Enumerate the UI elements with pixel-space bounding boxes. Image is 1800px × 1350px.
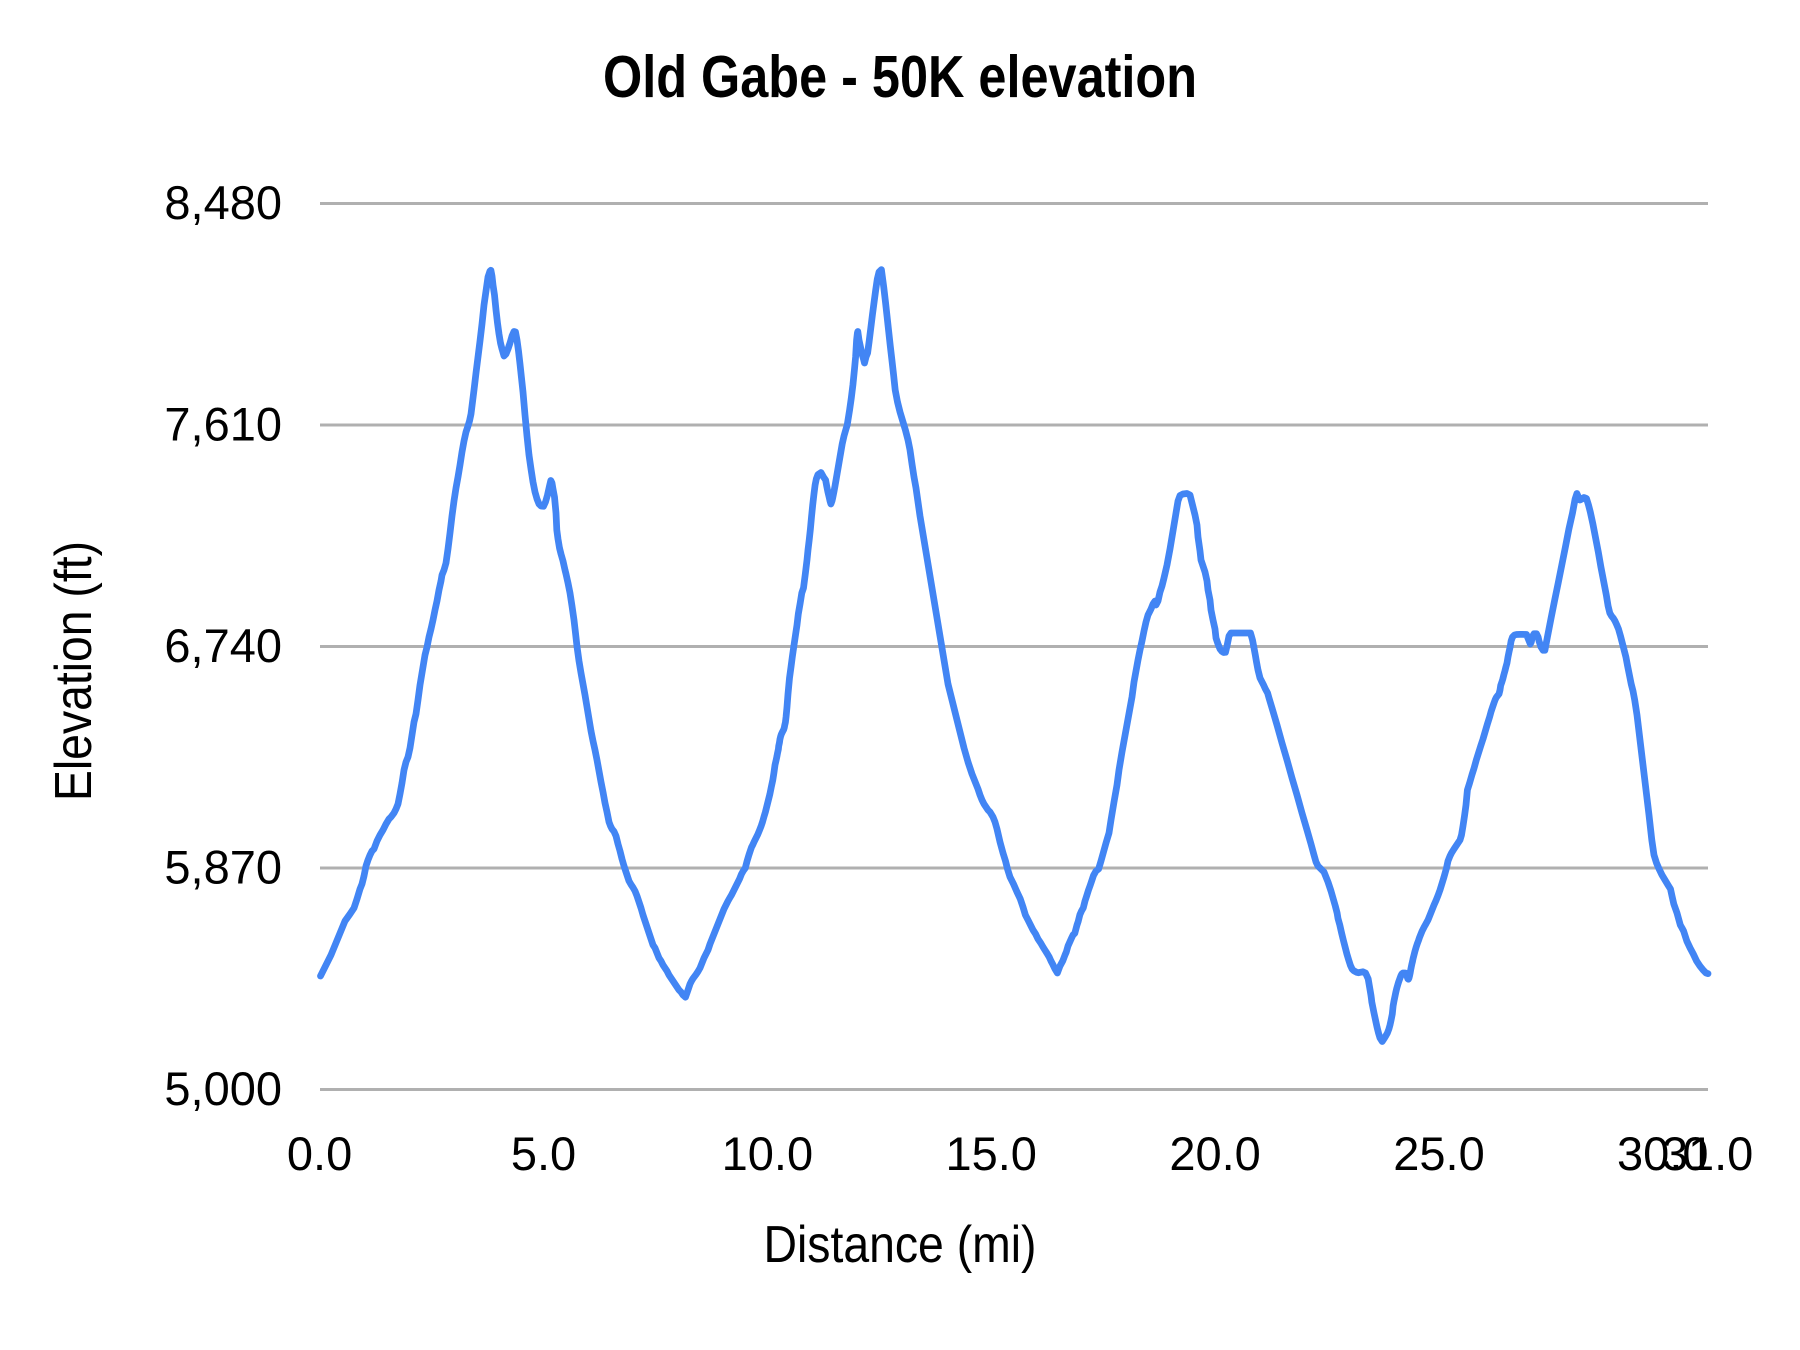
svg-text:15.0: 15.0: [945, 1127, 1036, 1180]
svg-text:30.0: 30.0: [1617, 1127, 1708, 1180]
svg-text:10.0: 10.0: [722, 1127, 813, 1180]
svg-text:5,870: 5,870: [164, 841, 282, 894]
svg-text:5,000: 5,000: [164, 1062, 282, 1115]
svg-text:20.0: 20.0: [1169, 1127, 1260, 1180]
svg-text:0.0: 0.0: [287, 1127, 352, 1180]
svg-text:Elevation (ft): Elevation (ft): [45, 541, 103, 801]
svg-text:8,480: 8,480: [164, 176, 282, 229]
svg-text:25.0: 25.0: [1393, 1127, 1484, 1180]
svg-text:Old Gabe - 50K elevation: Old Gabe - 50K elevation: [603, 44, 1197, 110]
svg-text:Distance (mi): Distance (mi): [764, 1216, 1037, 1274]
svg-text:5.0: 5.0: [511, 1127, 576, 1180]
svg-text:6,740: 6,740: [164, 619, 282, 672]
svg-text:31.0: 31.0: [1662, 1127, 1753, 1180]
svg-text:7,610: 7,610: [164, 398, 282, 451]
